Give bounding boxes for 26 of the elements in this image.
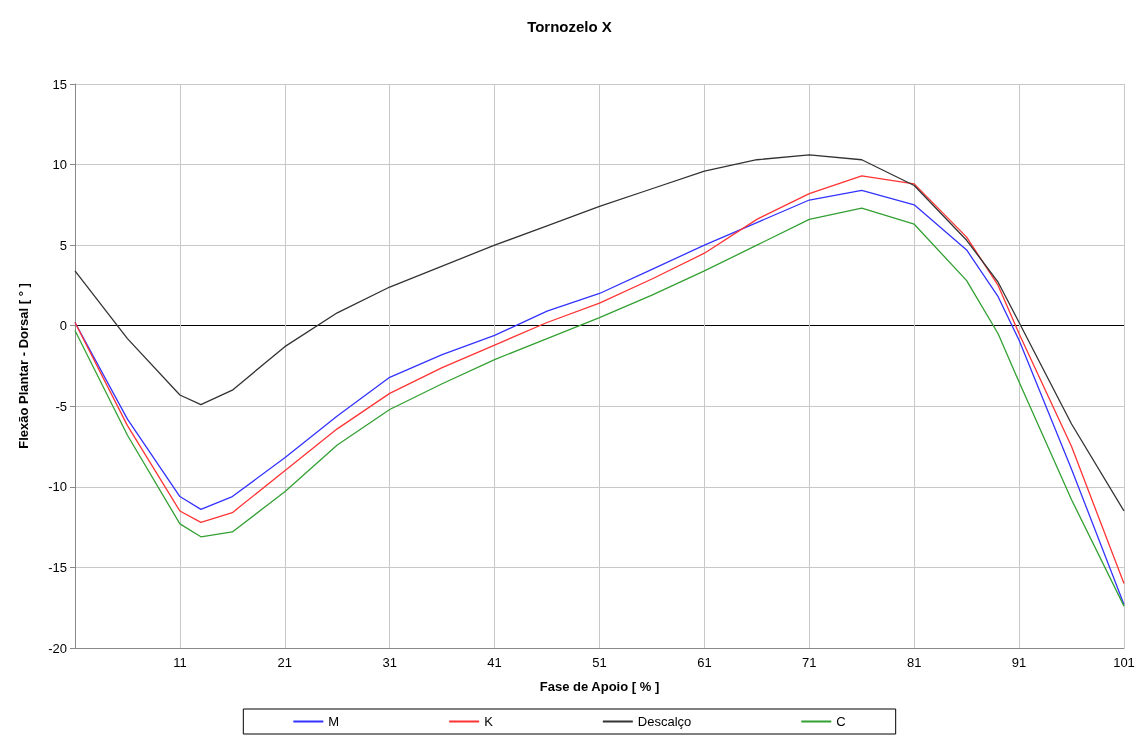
x-tick-label: 31 xyxy=(382,655,397,670)
line-series xyxy=(74,154,1125,512)
x-tick-label: 71 xyxy=(802,655,817,670)
y-tick-label: -15 xyxy=(48,559,67,575)
legend-label: K xyxy=(484,714,494,729)
x-tick-label: 91 xyxy=(1011,655,1027,670)
x-tick-label: 101 xyxy=(1113,655,1135,670)
x-tick-label: 81 xyxy=(906,655,922,670)
x-axis-title: Fase de Apoio [ % ] xyxy=(539,679,660,694)
legend-label: Descalço xyxy=(637,714,692,729)
chart-title: Tornozelo X xyxy=(527,18,612,35)
x-tick-label: 41 xyxy=(487,655,502,670)
y-tick-label: 10 xyxy=(52,157,67,173)
y-tick-label: -10 xyxy=(48,479,67,495)
y-tick-label: -20 xyxy=(48,640,67,656)
x-tick-label: 11 xyxy=(173,655,187,670)
x-tick-label: 61 xyxy=(697,655,712,670)
x-tick-label: 51 xyxy=(592,655,607,670)
legend-label: C xyxy=(836,714,846,729)
y-tick-label: 15 xyxy=(52,76,67,92)
y-tick-label: 5 xyxy=(59,237,67,253)
x-tick-label: 21 xyxy=(277,655,293,670)
legend-label: M xyxy=(328,714,340,729)
y-tick-label: 0 xyxy=(59,318,67,334)
y-axis-title: Flexão Plantar - Dorsal [ ° ] xyxy=(16,283,31,449)
y-tick-label: -5 xyxy=(55,398,67,414)
